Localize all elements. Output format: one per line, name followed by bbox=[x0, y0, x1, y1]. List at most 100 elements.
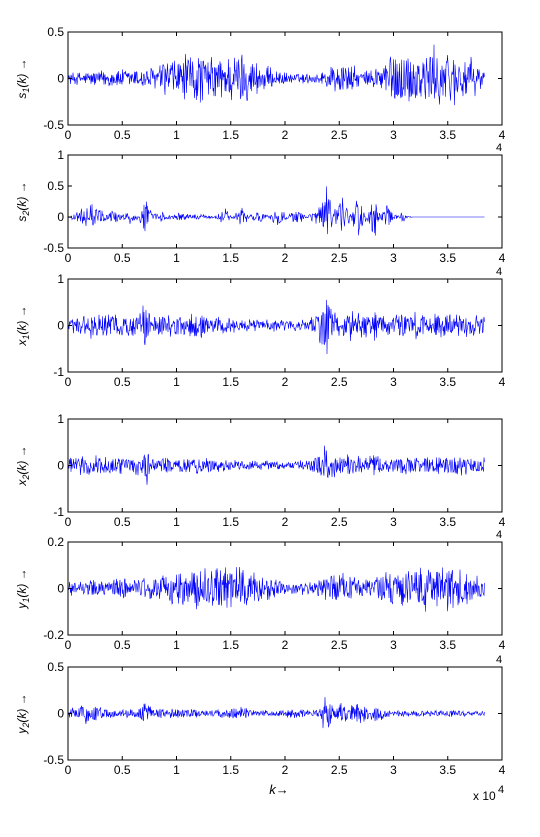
x-tick-label: 1.5 bbox=[222, 251, 239, 265]
y-tick-label: 1 bbox=[57, 272, 64, 286]
x-tick-label: 4 bbox=[499, 251, 506, 265]
y-axis-label: s1(k) → bbox=[15, 58, 31, 98]
y-tick-label: 1 bbox=[57, 148, 64, 162]
y-tick-label: 0 bbox=[57, 319, 64, 333]
x-tick-label: 4 bbox=[499, 515, 506, 529]
x-tick-label: 2.5 bbox=[331, 251, 348, 265]
y-axis-label: y2(k) → bbox=[15, 693, 31, 734]
axis-exponent: 4 bbox=[496, 654, 502, 666]
x-tick-label: 3.5 bbox=[439, 638, 456, 652]
y-tick-label: 0 bbox=[57, 72, 64, 86]
x-tick-label: 3.5 bbox=[439, 375, 456, 389]
x-tick-label: 2.5 bbox=[331, 638, 348, 652]
y-tick-label: -1 bbox=[53, 505, 64, 519]
x-tick-label: 2.5 bbox=[331, 375, 348, 389]
y-tick-label: 0 bbox=[57, 459, 64, 473]
series-line bbox=[68, 697, 485, 729]
x-tick-label: 0.5 bbox=[114, 638, 131, 652]
y-axis-label: y1(k) → bbox=[15, 568, 31, 609]
subplot-1: 0 0.5 1 1.5 2 2.5 3 3.5 4-0.500.5s1(k) → bbox=[15, 25, 506, 142]
x-tick-label: 0 bbox=[65, 515, 72, 529]
x-axis-scale-exp: 4 bbox=[498, 784, 504, 796]
x-tick-label: 1.5 bbox=[222, 128, 239, 142]
x-tick-label: 1.5 bbox=[222, 515, 239, 529]
x-tick-label: 1.5 bbox=[222, 638, 239, 652]
axes-frame bbox=[67, 154, 503, 249]
x-tick-label: 2 bbox=[282, 638, 289, 652]
x-tick-label: 0 bbox=[65, 638, 72, 652]
x-tick-label: 3 bbox=[390, 763, 397, 777]
x-tick-label: 1 bbox=[173, 638, 180, 652]
axis-exponent: 4 bbox=[496, 142, 502, 154]
y-tick-label: 0.2 bbox=[47, 535, 64, 549]
x-tick-label: 0.5 bbox=[114, 763, 131, 777]
x-tick-label: 1 bbox=[173, 128, 180, 142]
series-line bbox=[68, 44, 485, 106]
x-tick-label: 4 bbox=[499, 128, 506, 142]
x-tick-label: 0 bbox=[65, 375, 72, 389]
y-tick-label: -1 bbox=[53, 365, 64, 379]
x-tick-label: 0 bbox=[65, 763, 72, 777]
subplot-6: 0 0.5 1 1.5 2 2.5 3 3.5 4-0.500.5y2(k) →4k→ x 10 4 bbox=[15, 654, 506, 803]
x-tick-label: 1 bbox=[173, 515, 180, 529]
x-tick-label: 3 bbox=[390, 251, 397, 265]
x-tick-label: 1 bbox=[173, 375, 180, 389]
series-line bbox=[68, 566, 485, 612]
x-tick-label: 4 bbox=[499, 638, 506, 652]
x-tick-label: 0.5 bbox=[114, 128, 131, 142]
y-tick-label: 0.5 bbox=[47, 179, 64, 193]
series-line bbox=[68, 299, 485, 355]
x-tick-label: 2.5 bbox=[331, 763, 348, 777]
x-axis-scale: x 10 bbox=[473, 789, 496, 803]
x-tick-label: 0.5 bbox=[114, 375, 131, 389]
y-tick-label: 0.5 bbox=[47, 660, 64, 674]
y-tick-label: 0 bbox=[57, 582, 64, 596]
y-axis-label: x2(k) → bbox=[15, 445, 31, 486]
x-tick-label: 2.5 bbox=[331, 515, 348, 529]
x-tick-label: 3 bbox=[390, 638, 397, 652]
axis-exponent: 4 bbox=[496, 266, 502, 278]
x-tick-label: 1 bbox=[173, 251, 180, 265]
axis-exponent: 4 bbox=[496, 529, 502, 541]
x-tick-label: 2.5 bbox=[331, 128, 348, 142]
y-tick-label: -0.5 bbox=[43, 753, 64, 767]
x-tick-label: 3 bbox=[390, 128, 397, 142]
x-tick-label: 1.5 bbox=[222, 375, 239, 389]
x-tick-label: 0.5 bbox=[114, 251, 131, 265]
y-axis-label: x1(k) → bbox=[15, 305, 31, 346]
x-tick-label: 4 bbox=[499, 375, 506, 389]
x-tick-label: 2 bbox=[282, 375, 289, 389]
y-tick-label: 1 bbox=[57, 412, 64, 426]
x-tick-label: 3 bbox=[390, 375, 397, 389]
y-tick-label: 0 bbox=[57, 210, 64, 224]
x-tick-label: 1.5 bbox=[222, 763, 239, 777]
series-line bbox=[68, 186, 485, 236]
x-tick-label: 3.5 bbox=[439, 251, 456, 265]
series-line bbox=[68, 445, 485, 485]
x-tick-label: 4 bbox=[499, 763, 506, 777]
y-axis-label: s2(k) → bbox=[15, 181, 31, 221]
x-tick-label: 2 bbox=[282, 128, 289, 142]
x-tick-label: 2 bbox=[282, 763, 289, 777]
subplot-5: 0 0.5 1 1.5 2 2.5 3 3.5 4-0.200.2y1(k) →4 bbox=[15, 529, 506, 652]
x-tick-label: 3.5 bbox=[439, 515, 456, 529]
y-tick-label: 0 bbox=[57, 707, 64, 721]
x-tick-label: 2 bbox=[282, 251, 289, 265]
x-tick-label: 0 bbox=[65, 128, 72, 142]
x-tick-label: 0 bbox=[65, 251, 72, 265]
x-tick-label: 3 bbox=[390, 515, 397, 529]
y-tick-label: -0.5 bbox=[43, 241, 64, 255]
x-tick-label: 3.5 bbox=[439, 763, 456, 777]
x-tick-label: 0.5 bbox=[114, 515, 131, 529]
x-tick-label: 1 bbox=[173, 763, 180, 777]
y-tick-label: 0.5 bbox=[47, 25, 64, 39]
x-tick-label: 3.5 bbox=[439, 128, 456, 142]
x-axis-label: k→ bbox=[269, 782, 289, 797]
y-tick-label: -0.2 bbox=[43, 628, 64, 642]
y-tick-label: -0.5 bbox=[43, 118, 64, 132]
x-tick-label: 2 bbox=[282, 515, 289, 529]
